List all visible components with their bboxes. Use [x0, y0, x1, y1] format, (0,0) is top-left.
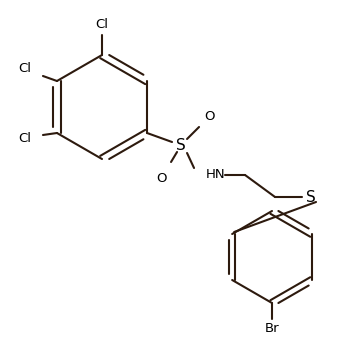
Text: S: S	[176, 138, 186, 152]
Text: Br: Br	[265, 321, 279, 334]
Text: Cl: Cl	[18, 63, 31, 76]
Text: Cl: Cl	[18, 132, 31, 146]
Text: O: O	[204, 109, 214, 122]
Text: Cl: Cl	[95, 17, 109, 30]
Text: O: O	[156, 172, 166, 185]
Text: S: S	[306, 189, 316, 205]
Text: HN: HN	[206, 168, 226, 181]
